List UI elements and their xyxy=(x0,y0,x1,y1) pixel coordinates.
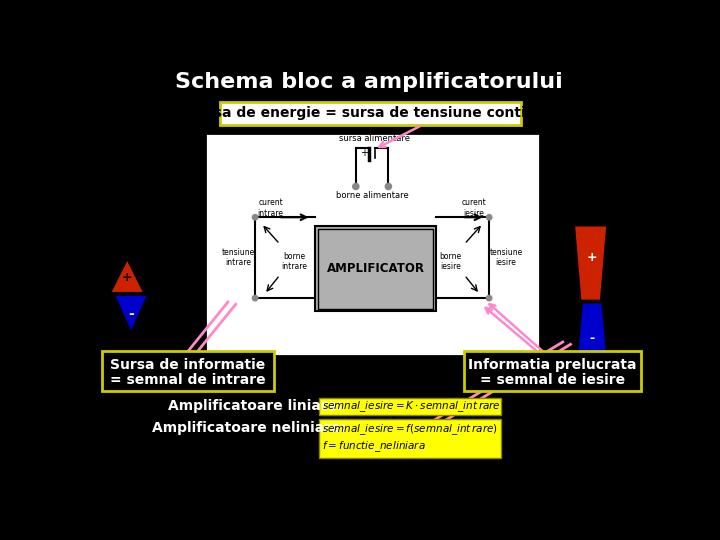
Bar xyxy=(102,351,274,392)
Text: borne
intrare: borne intrare xyxy=(281,252,307,271)
Circle shape xyxy=(353,184,359,190)
Text: $f = functie\_neliniara$: $f = functie\_neliniara$ xyxy=(322,440,426,454)
Text: $semnal\_iesire = f(semnal\_int\,rare)$: $semnal\_iesire = f(semnal\_int\,rare)$ xyxy=(322,422,498,437)
Bar xyxy=(204,132,539,356)
Text: -: - xyxy=(128,307,134,321)
Circle shape xyxy=(487,214,492,220)
Text: sursa alimentare: sursa alimentare xyxy=(339,134,410,143)
Text: curent
intrare: curent intrare xyxy=(258,198,284,218)
Circle shape xyxy=(253,295,258,301)
Text: = semnal de intrare: = semnal de intrare xyxy=(110,373,266,387)
Text: +: + xyxy=(122,271,132,284)
Circle shape xyxy=(253,214,258,220)
Text: curent
iesire: curent iesire xyxy=(462,198,486,218)
Circle shape xyxy=(385,184,392,190)
Polygon shape xyxy=(116,296,147,330)
Text: Sursa de informatie: Sursa de informatie xyxy=(110,358,265,372)
Text: +: + xyxy=(359,148,368,158)
Text: tensiune
intrare: tensiune intrare xyxy=(222,248,255,267)
Text: $semnal\_iesire = K \cdot semnal\_int\,rare$: $semnal\_iesire = K \cdot semnal\_int\,r… xyxy=(322,399,500,414)
Polygon shape xyxy=(577,303,608,373)
Text: -: - xyxy=(590,332,595,345)
Bar xyxy=(220,102,521,125)
Polygon shape xyxy=(575,226,606,300)
Circle shape xyxy=(487,295,492,301)
Text: borne
iesire: borne iesire xyxy=(439,252,462,271)
Bar xyxy=(319,419,500,457)
Text: Informatia prelucrata: Informatia prelucrata xyxy=(469,358,637,372)
Text: Schema bloc a amplificatorului: Schema bloc a amplificatorului xyxy=(175,72,563,92)
Text: Amplificatoare liniare:: Amplificatoare liniare: xyxy=(168,399,342,413)
Bar xyxy=(319,398,500,415)
Bar xyxy=(318,228,433,309)
Text: +: + xyxy=(587,251,598,264)
Polygon shape xyxy=(112,261,143,292)
Text: = semnal de iesire: = semnal de iesire xyxy=(480,373,625,387)
Text: AMPLIFICATOR: AMPLIFICATOR xyxy=(326,262,425,275)
Text: tensiune
iesire: tensiune iesire xyxy=(490,248,523,267)
Bar xyxy=(315,226,436,311)
Bar xyxy=(464,351,641,392)
Text: Amplificatoare neliniare:: Amplificatoare neliniare: xyxy=(152,421,346,435)
Text: borne alimentare: borne alimentare xyxy=(336,191,408,200)
Text: Sursa de energie = sursa de tensiune continua: Sursa de energie = sursa de tensiune con… xyxy=(186,106,554,120)
